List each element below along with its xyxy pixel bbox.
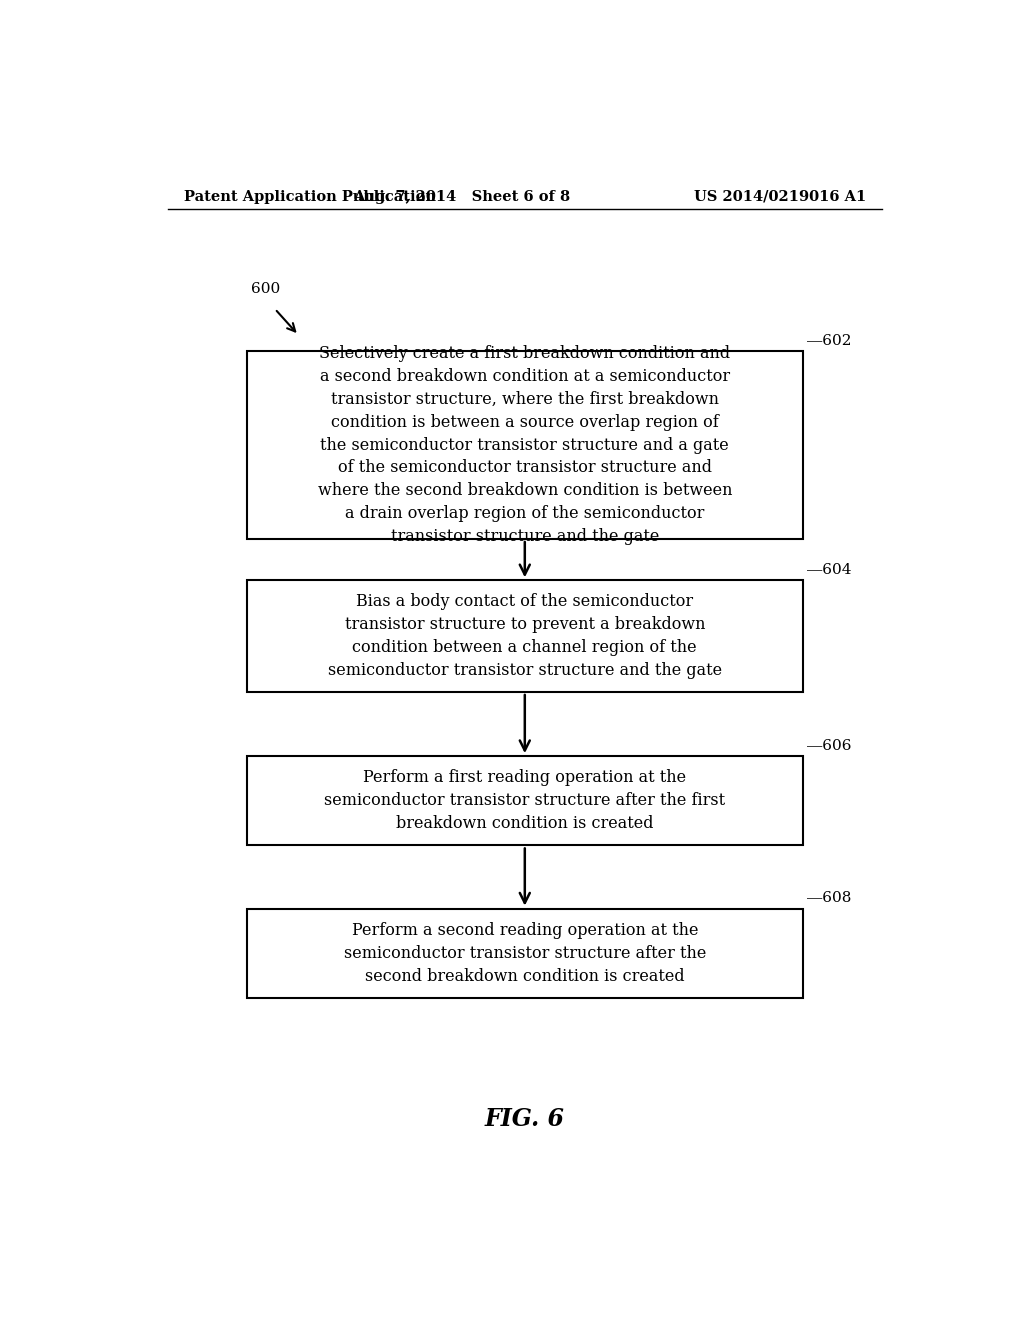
Text: 600: 600 [251,281,281,296]
Text: FIG. 6: FIG. 6 [484,1107,565,1131]
Text: Bias a body contact of the semiconductor
transistor structure to prevent a break: Bias a body contact of the semiconductor… [328,593,722,678]
Text: Selectively create a first breakdown condition and
a second breakdown condition : Selectively create a first breakdown con… [317,345,732,545]
Text: Perform a first reading operation at the
semiconductor transistor structure afte: Perform a first reading operation at the… [325,770,725,832]
Text: ―604: ―604 [807,564,851,577]
Bar [247,351,803,539]
Text: Patent Application Publication: Patent Application Publication [183,190,435,203]
Text: ―602: ―602 [807,334,851,348]
Text: Aug. 7, 2014   Sheet 6 of 8: Aug. 7, 2014 Sheet 6 of 8 [352,190,570,203]
Bar [247,756,803,846]
Bar [247,581,803,692]
Text: US 2014/0219016 A1: US 2014/0219016 A1 [694,190,866,203]
Text: ―606: ―606 [807,739,851,752]
Text: ―608: ―608 [807,891,851,906]
Bar [247,908,803,998]
Text: Perform a second reading operation at the
semiconductor transistor structure aft: Perform a second reading operation at th… [344,921,706,985]
